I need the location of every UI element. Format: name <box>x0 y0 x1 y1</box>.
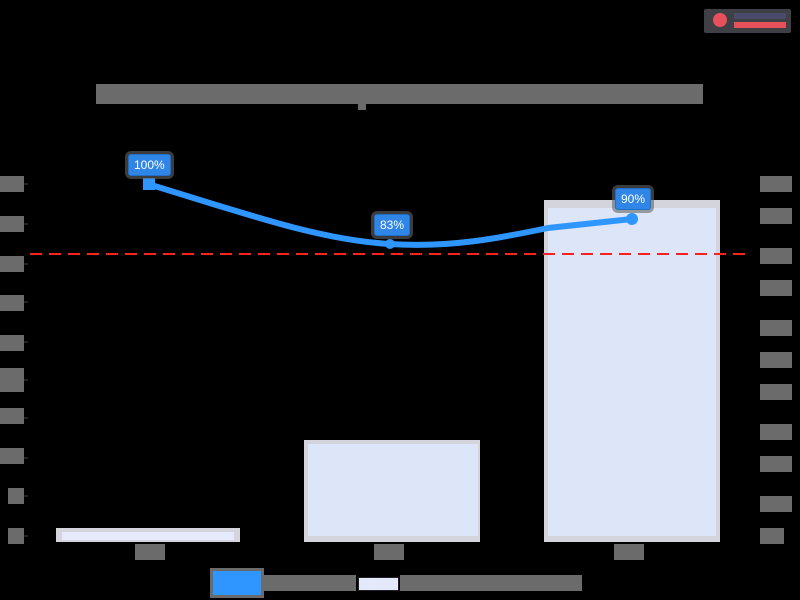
legend-swatch-line[interactable] <box>213 571 261 595</box>
right-tick <box>760 528 784 544</box>
right-tick <box>760 352 792 368</box>
right-tick <box>760 496 792 512</box>
data-label-2: 83% <box>374 214 411 236</box>
right-tick <box>760 248 792 264</box>
legend-label-line[interactable]: [redacted] <box>264 575 356 591</box>
x-label: [cat 3] <box>614 544 644 560</box>
left-tick <box>0 408 24 424</box>
right-tick <box>760 280 792 296</box>
chart-title-mark <box>358 104 366 110</box>
right-tick <box>760 208 792 224</box>
logo-text-bottom <box>734 22 786 28</box>
right-tick <box>760 320 792 336</box>
right-tick <box>760 424 792 440</box>
left-tick <box>8 528 24 544</box>
legend-swatch-bar[interactable] <box>358 577 399 591</box>
left-tick <box>0 216 24 232</box>
right-tick <box>760 456 792 472</box>
left-tick <box>0 256 24 272</box>
left-tick <box>8 488 24 504</box>
chart-title: [redacted chart title] <box>96 84 703 104</box>
left-tick <box>0 448 24 464</box>
left-axis-ticks <box>22 183 28 537</box>
right-tick <box>760 384 792 400</box>
left-tick <box>0 295 24 311</box>
left-tick <box>0 176 24 192</box>
bars <box>56 200 720 542</box>
legend-label-bar[interactable]: [redacted] <box>400 575 582 591</box>
data-label-3: 90% <box>615 188 652 210</box>
data-label-1: 100% <box>128 154 171 176</box>
logo-text-top <box>734 13 786 19</box>
left-tick <box>0 335 24 351</box>
right-tick <box>760 176 792 192</box>
brand-logo <box>704 9 791 33</box>
x-label: [cat 2] <box>374 544 404 560</box>
x-label: [cat 1] <box>135 544 165 560</box>
logo-mark-icon <box>713 13 727 27</box>
left-tick <box>0 368 24 392</box>
